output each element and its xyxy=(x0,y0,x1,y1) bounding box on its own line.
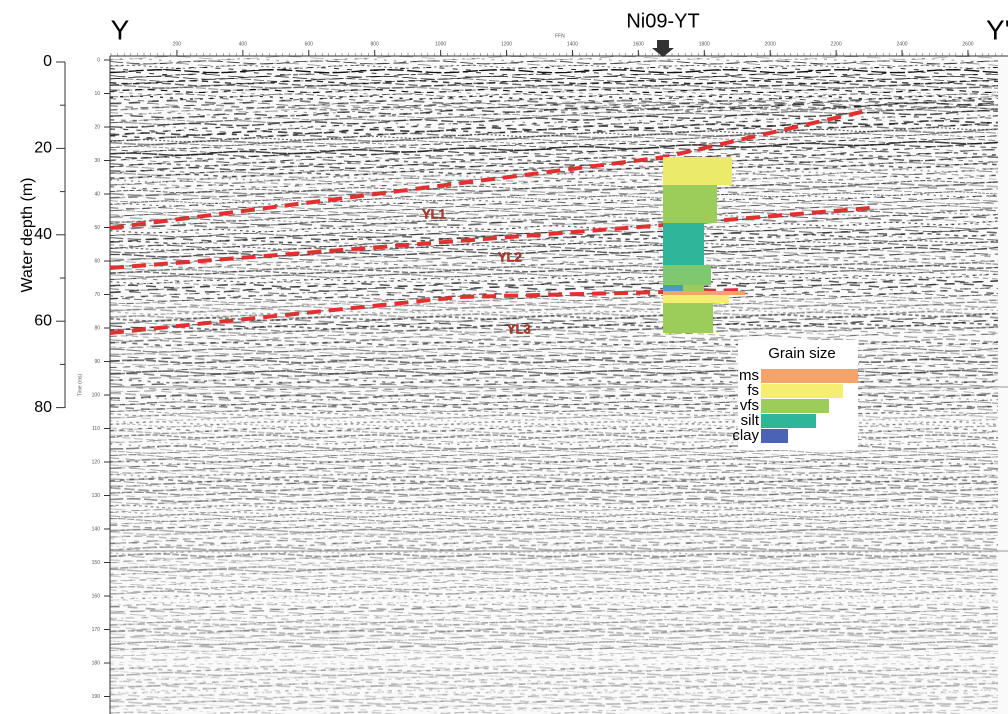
tick-label: 190 xyxy=(92,694,101,700)
tick-label: 100 xyxy=(92,392,101,398)
tick-label: 2600 xyxy=(962,41,973,47)
unit-label: FFN xyxy=(555,33,565,39)
tick-label: 1000 xyxy=(435,41,446,47)
section-end-label: Y' xyxy=(986,14,1008,45)
horizon-label: YL3 xyxy=(507,321,531,336)
tick-label: 20 xyxy=(94,124,100,130)
tick-label: 40 xyxy=(34,226,52,243)
legend-title: Grain size xyxy=(768,345,836,362)
figure: 0204060802004006008001000120014001600180… xyxy=(0,0,1008,714)
tick-label: 60 xyxy=(34,312,52,329)
tick-label: 70 xyxy=(94,292,100,298)
tick-label: 80 xyxy=(34,399,52,416)
legend-swatch xyxy=(761,384,843,398)
tick-label: 130 xyxy=(92,493,101,499)
tick-label: 150 xyxy=(92,560,101,566)
axis-title: Water depth (m) xyxy=(19,178,36,293)
tick-label: 30 xyxy=(94,158,100,164)
tick-label: 50 xyxy=(94,225,100,231)
horizon-label: YL1 xyxy=(422,206,446,221)
tick-label: 1800 xyxy=(699,41,710,47)
tick-label: 180 xyxy=(92,660,101,666)
tick-label: 160 xyxy=(92,593,101,599)
legend-label: clay xyxy=(732,427,759,444)
tick-label: 170 xyxy=(92,627,101,633)
tick-label: 0 xyxy=(43,53,52,70)
tick-label: 2200 xyxy=(831,41,842,47)
tick-label: 110 xyxy=(92,426,100,432)
tick-label: 400 xyxy=(239,41,248,47)
legend-swatch xyxy=(761,429,788,443)
tick-label: 800 xyxy=(371,41,380,47)
tick-label: 1400 xyxy=(567,41,578,47)
tick-label: 2400 xyxy=(896,41,907,47)
legend-swatch xyxy=(761,414,816,428)
tick-label: 60 xyxy=(94,258,100,264)
legend-swatch xyxy=(761,399,829,413)
tick-label: 0 xyxy=(97,57,100,63)
well-arrow xyxy=(652,40,674,57)
section-end-label: Y xyxy=(111,14,130,45)
tick-label: 120 xyxy=(92,459,101,465)
tick-label: 90 xyxy=(94,359,100,365)
tick-label: 140 xyxy=(92,526,101,532)
tick-label: 1200 xyxy=(501,41,512,47)
tick-label: 40 xyxy=(94,191,100,197)
tick-label: 200 xyxy=(173,41,182,47)
tick-label: 1600 xyxy=(633,41,644,47)
tick-label: 2000 xyxy=(765,41,776,47)
tick-label: 80 xyxy=(94,325,100,331)
tick-label: 600 xyxy=(305,41,314,47)
axis-title: Time (ms) xyxy=(77,374,83,397)
tick-label: 10 xyxy=(94,91,100,97)
well-label: Ni09-YT xyxy=(626,10,699,32)
tick-label: 20 xyxy=(34,140,52,157)
horizon-label: YL2 xyxy=(498,249,522,264)
legend-swatch xyxy=(761,369,858,383)
